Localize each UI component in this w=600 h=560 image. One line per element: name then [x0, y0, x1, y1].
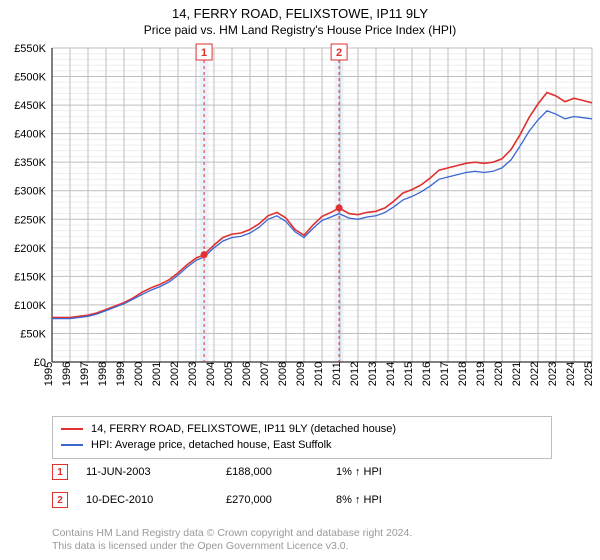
svg-text:2023: 2023	[547, 362, 559, 386]
legend-item: HPI: Average price, detached house, East…	[61, 437, 543, 453]
svg-text:2013: 2013	[367, 362, 379, 386]
legend-label: 14, FERRY ROAD, FELIXSTOWE, IP11 9LY (de…	[91, 423, 396, 435]
svg-text:2010: 2010	[313, 362, 325, 386]
svg-text:2017: 2017	[439, 362, 451, 386]
svg-text:2021: 2021	[511, 362, 523, 386]
chart-container: 14, FERRY ROAD, FELIXSTOWE, IP11 9LY Pri…	[0, 0, 600, 560]
svg-text:2012: 2012	[349, 362, 361, 386]
sale-delta: 1% ↑ HPI	[336, 466, 382, 478]
legend: 14, FERRY ROAD, FELIXSTOWE, IP11 9LY (de…	[52, 416, 552, 459]
svg-text:2020: 2020	[493, 362, 505, 386]
svg-text:2002: 2002	[169, 362, 181, 386]
svg-text:2015: 2015	[403, 362, 415, 386]
sale-row: 2 10-DEC-2010 £270,000 8% ↑ HPI	[52, 492, 572, 508]
svg-text:£350K: £350K	[14, 157, 46, 169]
svg-text:£450K: £450K	[14, 100, 46, 112]
svg-text:2008: 2008	[277, 362, 289, 386]
svg-text:2003: 2003	[187, 362, 199, 386]
svg-text:1: 1	[201, 47, 207, 59]
svg-text:1996: 1996	[61, 362, 73, 386]
svg-text:2016: 2016	[421, 362, 433, 386]
sale-price: £270,000	[226, 494, 336, 506]
svg-text:2009: 2009	[295, 362, 307, 386]
chart-area: £0£50K£100K£150K£200K£250K£300K£350K£400…	[0, 42, 600, 412]
legend-swatch	[61, 428, 83, 430]
svg-text:£300K: £300K	[14, 186, 46, 198]
svg-text:1999: 1999	[115, 362, 127, 386]
footer-attribution: Contains HM Land Registry data © Crown c…	[52, 527, 412, 554]
svg-text:2001: 2001	[151, 362, 163, 386]
svg-text:2006: 2006	[241, 362, 253, 386]
svg-text:£50K: £50K	[20, 328, 46, 340]
svg-text:2005: 2005	[223, 362, 235, 386]
svg-text:£500K: £500K	[14, 72, 46, 84]
sale-marker-icon: 1	[52, 464, 68, 480]
svg-text:£250K: £250K	[14, 214, 46, 226]
legend-item: 14, FERRY ROAD, FELIXSTOWE, IP11 9LY (de…	[61, 421, 543, 437]
svg-text:2024: 2024	[565, 362, 577, 386]
svg-text:£200K: £200K	[14, 243, 46, 255]
svg-text:2019: 2019	[475, 362, 487, 386]
sale-price: £188,000	[226, 466, 336, 478]
sale-date: 11-JUN-2003	[86, 466, 226, 478]
footer-line: This data is licensed under the Open Gov…	[52, 540, 412, 554]
sale-date: 10-DEC-2010	[86, 494, 226, 506]
svg-text:2014: 2014	[385, 362, 397, 386]
svg-text:2004: 2004	[205, 362, 217, 386]
svg-text:£100K: £100K	[14, 300, 46, 312]
svg-text:2: 2	[336, 47, 342, 59]
sale-row: 1 11-JUN-2003 £188,000 1% ↑ HPI	[52, 464, 572, 480]
sale-delta: 8% ↑ HPI	[336, 494, 382, 506]
svg-text:1998: 1998	[97, 362, 109, 386]
svg-text:2011: 2011	[331, 362, 343, 386]
legend-label: HPI: Average price, detached house, East…	[91, 439, 332, 451]
page-title: 14, FERRY ROAD, FELIXSTOWE, IP11 9LY	[0, 0, 600, 21]
legend-swatch	[61, 444, 83, 446]
svg-text:1995: 1995	[43, 362, 55, 386]
footer-line: Contains HM Land Registry data © Crown c…	[52, 527, 412, 541]
svg-text:1997: 1997	[79, 362, 91, 386]
svg-text:2007: 2007	[259, 362, 271, 386]
svg-text:£550K: £550K	[14, 43, 46, 55]
svg-text:£150K: £150K	[14, 271, 46, 283]
svg-text:£400K: £400K	[14, 129, 46, 141]
page-subtitle: Price paid vs. HM Land Registry's House …	[0, 21, 600, 41]
svg-text:2025: 2025	[583, 362, 595, 386]
svg-text:2018: 2018	[457, 362, 469, 386]
svg-text:2022: 2022	[529, 362, 541, 386]
svg-text:2000: 2000	[133, 362, 145, 386]
line-chart-svg: £0£50K£100K£150K£200K£250K£300K£350K£400…	[0, 42, 600, 412]
sale-marker-icon: 2	[52, 492, 68, 508]
